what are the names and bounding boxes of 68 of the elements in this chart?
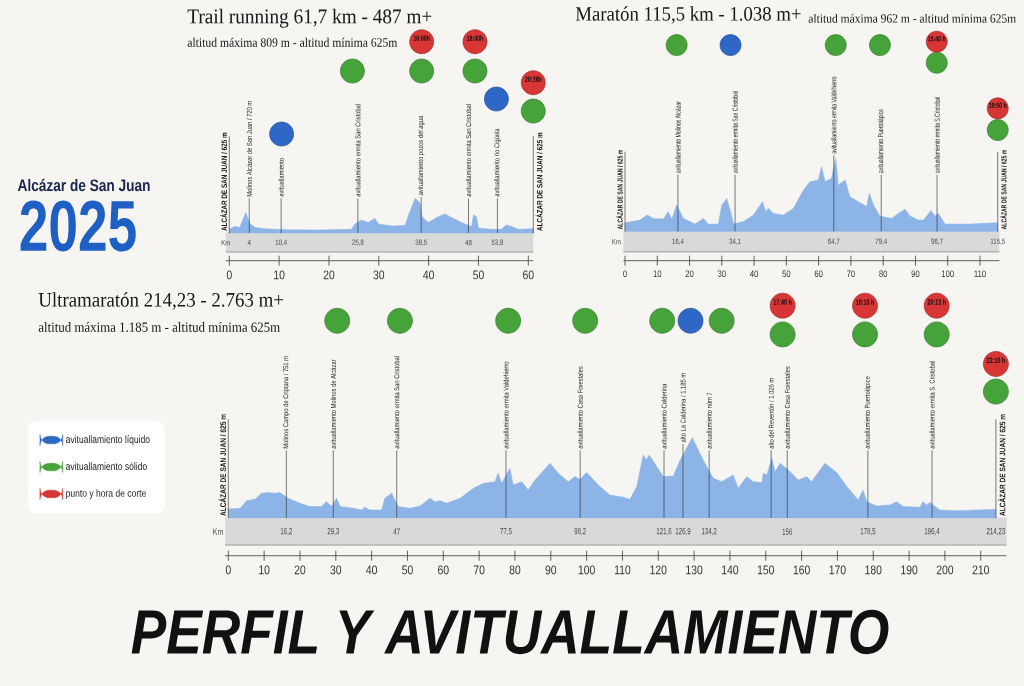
x2-tick-label: 29,3 [327,528,340,536]
x2-tick-label: 134,2 [701,528,717,536]
x-tick-label: 40 [750,270,759,277]
x-tick-label: 10 [653,270,662,277]
chart-subtitle: altitud máxima 962 m - altitud mínima 625m [808,13,1016,23]
x2-tick-label: 77,5 [500,528,512,536]
legend-label: avituallamiento líquido [66,435,150,446]
x-tick-label: 0 [225,565,231,575]
x-tick-label: 30 [330,565,342,575]
text: PERFIL Y AVITUALLAMIENTO [131,609,889,655]
x-tick-label: 100 [578,565,595,575]
x-tick-label: 40 [423,270,434,280]
x-tick-label: 10 [259,565,270,575]
x2-axis-title: Km [213,528,223,535]
x2-tick-label: 214,23 [986,528,1006,536]
x2-tick-label: 16,2 [280,528,293,536]
x-tick-label: 60 [438,565,449,575]
x-tick-label: 110 [974,270,986,277]
chart-title: Trail running 61,7 km - 487 m+ [187,8,432,28]
x-tick-label: 180 [865,565,882,575]
x-tick-label: 110 [614,565,631,575]
x-tick-label: 30 [373,270,385,280]
chart-title: Ultramaratón 214,23 - 2.763 m+ [38,292,284,310]
chart-subtitle: altitud máxima 809 m - altitud mínima 625m [187,37,398,47]
ref-line-label: ALCÁZAR DE SAN JUAN / 625 m [998,414,1006,516]
x-tick-label: 60 [814,270,823,277]
x2-tick-label: 126,9 [675,528,691,536]
x-tick-label: 60 [523,270,534,280]
x-tick-label: 140 [722,565,739,575]
x-tick-label: 190 [901,565,918,575]
text: altitud máxima 1.185 m - altitud mínima 625m [38,322,280,332]
x-tick-label: 20 [685,270,694,277]
x-tick-label: 50 [473,270,484,280]
x-tick-label: 0 [226,270,232,280]
x-tick-label: 100 [941,270,954,277]
x-tick-label: 50 [782,270,791,277]
legend-label: avituallamiento sólido [66,462,147,470]
x2-tick-label: 98,2 [574,528,586,536]
x-tick-label: 160 [793,565,810,575]
x-tick-label: 0 [623,270,627,277]
x-tick-label: 150 [757,565,775,575]
ref-line-label: ALCÁZAR DE SAN JUAN / 625 m [218,414,227,516]
x-tick-label: 90 [911,270,920,277]
x-tick-label: 50 [402,565,413,575]
chart-title: Maratón 115,5 km - 1.038 m+ [575,6,801,24]
x-tick-label: 70 [473,565,485,575]
x-tick-label: 210 [972,565,990,575]
x-tick-label: 30 [717,270,726,277]
x-tick-label: 80 [509,565,521,575]
text: Alcázar de San Juan [17,178,150,192]
x-tick-label: 170 [829,565,846,575]
x2-tick-label: 196,4 [924,528,940,536]
x-tick-label: 20 [323,270,335,280]
x2-tick-label: 121,6 [656,528,672,536]
legend-label: punto y hora de corte [66,489,146,499]
x-tick-label: 40 [366,565,377,575]
x-tick-label: 130 [686,565,703,575]
x2-tick-label: 178,5 [860,528,876,536]
x-tick-label: 120 [650,565,667,575]
x2-tick-label: 156 [782,528,793,535]
x-tick-label: 20 [294,565,306,575]
x-tick-label: 90 [545,565,557,575]
x2-tick-label: 47 [393,528,400,535]
text: 2025 [20,200,136,252]
x-tick-label: 200 [936,565,954,575]
x-tick-label: 70 [847,270,855,277]
x-tick-label: 80 [879,270,888,277]
x-tick-label: 10 [274,270,285,280]
